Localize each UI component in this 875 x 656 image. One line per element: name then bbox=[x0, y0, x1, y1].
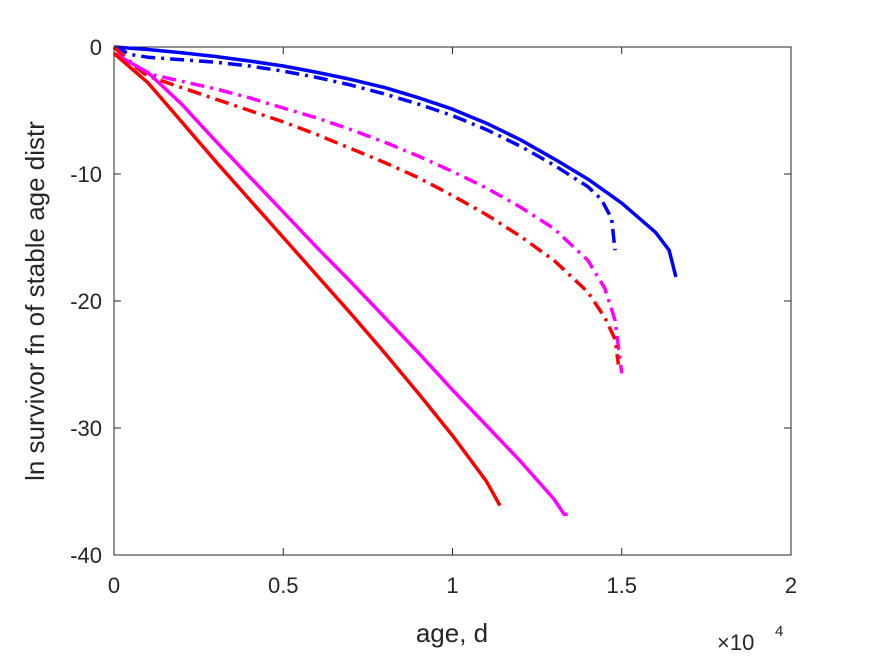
series-line-2 bbox=[113, 45, 617, 251]
y-tick-label: -40 bbox=[70, 543, 102, 568]
x-tick-label: 0.5 bbox=[268, 573, 299, 598]
y-tick-label: -30 bbox=[70, 416, 102, 441]
series-line-5 bbox=[113, 51, 568, 517]
series-layer bbox=[112, 45, 678, 517]
y-tick-label: -10 bbox=[70, 162, 102, 187]
series-line-4 bbox=[112, 45, 621, 365]
x-tick-label: 1 bbox=[446, 573, 458, 598]
x-tick-label: 1.5 bbox=[606, 573, 637, 598]
axes-box bbox=[113, 46, 792, 556]
x-tick-label: 2 bbox=[785, 573, 797, 598]
x-exponent: ×10 4 bbox=[717, 623, 783, 655]
series-line-6 bbox=[112, 52, 502, 507]
x-exponent-power: 4 bbox=[775, 623, 783, 640]
series-line-3 bbox=[112, 45, 624, 374]
x-exponent-label: ×10 bbox=[717, 630, 754, 655]
x-tick-label: 0 bbox=[108, 573, 120, 598]
y-axis-label: ln survivor fn of stable age distr bbox=[20, 121, 50, 481]
y-tick-label: -20 bbox=[70, 289, 102, 314]
series-line-1 bbox=[113, 45, 678, 278]
ticks-layer: 0 0.5 1 1.5 2 0 -10 -20 -30 -40 bbox=[70, 35, 797, 598]
y-tick-label: 0 bbox=[90, 35, 102, 60]
x-axis-label: age, d bbox=[416, 618, 488, 648]
plot-area bbox=[113, 46, 792, 556]
